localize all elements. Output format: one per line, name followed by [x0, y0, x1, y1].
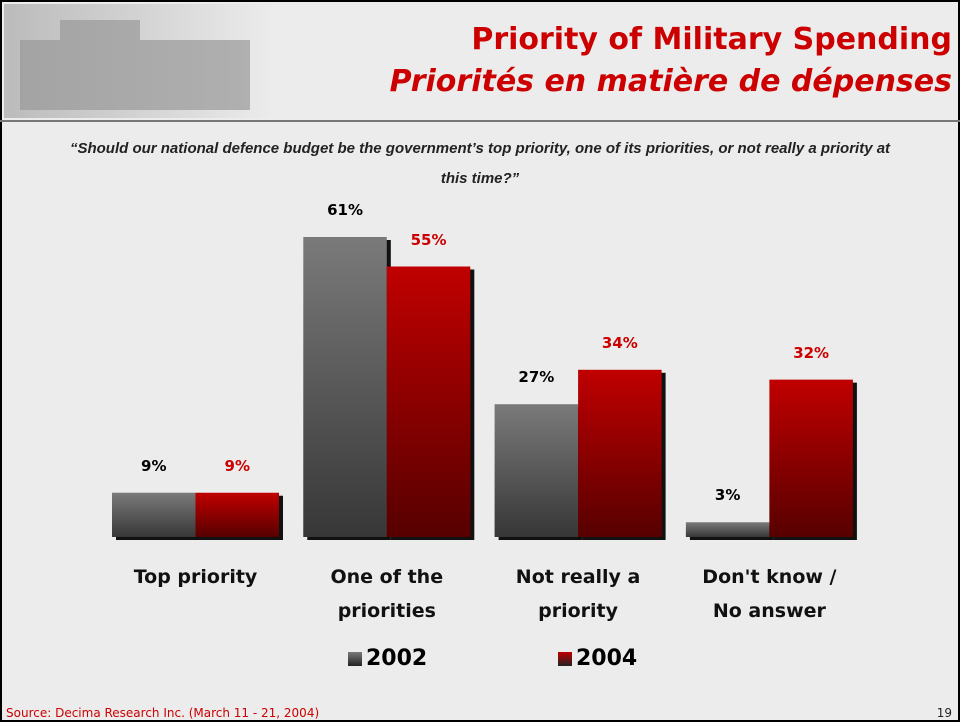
bar-shade — [386, 266, 471, 537]
value-label: 27% — [518, 368, 555, 387]
source: Source: Decima Research Inc. (March 11 -… — [6, 706, 320, 720]
bar-shade — [494, 404, 579, 537]
building-sketch — [20, 20, 250, 110]
legend-swatch — [558, 652, 572, 666]
value-label: 9% — [141, 456, 167, 475]
value-label: 55% — [410, 230, 447, 249]
subtitle: Priorités en matière de dépenses — [389, 64, 952, 99]
legend-label: 2004 — [576, 646, 638, 671]
title: Priority of Military Spending — [471, 22, 952, 57]
category-label: Don't know / No answer — [702, 566, 837, 622]
bar-shade — [195, 492, 279, 537]
question: “Should our national defence budget be t… — [69, 140, 891, 187]
bar-shade — [112, 492, 196, 537]
bar-shade — [578, 369, 662, 537]
category-label: Not really a priority — [515, 566, 641, 622]
value-label: 32% — [793, 343, 830, 362]
bar-shade — [303, 237, 387, 537]
bar-shade — [685, 522, 770, 537]
page-number: 19 — [936, 706, 952, 720]
bar-shade — [769, 379, 853, 537]
legend-label: 2002 — [366, 646, 428, 671]
value-label: 9% — [224, 456, 250, 475]
category-label: One of the priorities — [330, 566, 444, 622]
value-label: 34% — [601, 333, 638, 352]
value-label: 61% — [327, 201, 363, 219]
value-label: 3% — [714, 486, 741, 505]
legend-swatch — [348, 652, 362, 666]
category-label: Top priority — [133, 566, 258, 588]
